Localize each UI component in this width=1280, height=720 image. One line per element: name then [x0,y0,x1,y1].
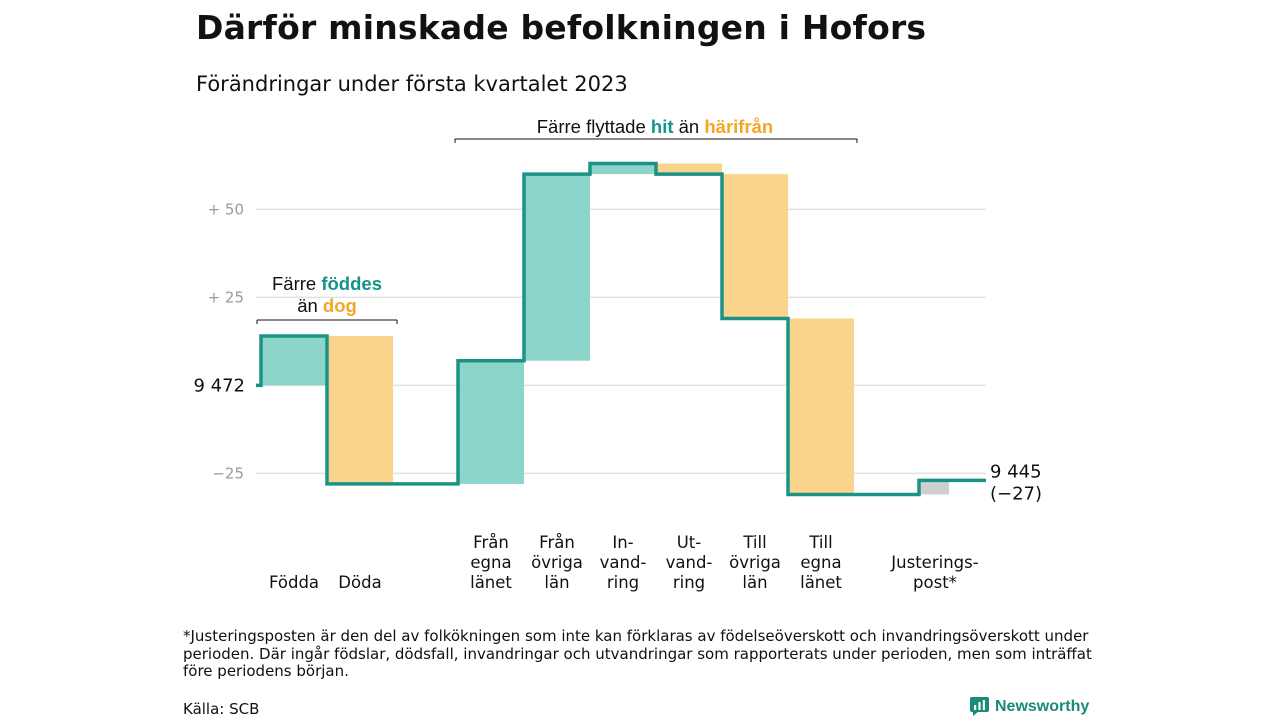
annotation-text-part: föddes [321,273,382,294]
category-label-line: länet [800,573,842,592]
bar [590,163,656,175]
annotation-text-part: härifrån [704,116,773,137]
category-label-line: Ut- [677,533,702,552]
category-label-line: övriga [531,553,583,572]
category-label-line: In- [612,533,633,552]
category-label: Från egna länet [470,533,512,592]
category-label-line: vand- [600,553,647,572]
source-note: Källa: SCB [183,700,260,718]
category-label: Döda [338,573,381,592]
bar [261,336,327,386]
end-value-label: 9 445 [990,461,1042,482]
running-total-path [256,161,986,497]
annotation-text-part: dog [323,295,357,316]
category-label-line: länet [470,573,512,592]
category-label-line: Från [539,533,575,552]
category-label-line: övriga [729,553,781,572]
annotation-moves: Färre flyttade hit än härifrån [537,116,774,137]
category-label-line: län [742,573,767,592]
category-label-line: egna [800,553,841,572]
category-label-line: ring [673,573,705,592]
annotation-text-part: Färre [272,273,321,294]
category-label-line: ring [607,573,639,592]
y-tick-label: + 50 [208,200,244,218]
start-value-label: 9 472 [193,375,245,396]
footnote: *Justeringsposten är den del av folkökni… [183,627,1092,680]
newsworthy-logo: Newsworthy [970,697,1089,716]
bar [656,163,722,175]
y-axis-ticks: + 50 + 25 −25 [208,200,244,482]
category-label-line: Födda [269,573,319,592]
category-label: Från övriga län [531,533,583,592]
chart-title: Därför minskade befolkningen i Hofors [196,8,927,47]
annotation-births-line2: än dog [297,295,357,316]
category-label-line: post* [913,573,957,592]
category-label: Till övriga län [729,533,781,592]
bar [524,174,590,361]
bar [722,174,788,319]
bar [327,336,393,484]
running-total-line [256,161,986,497]
bar [788,318,854,495]
category-label: Födda [269,573,319,592]
annotation-births-line1: Färre föddes [272,273,382,294]
category-label-line: Till [742,533,766,552]
category-label-line: vand- [666,553,713,572]
category-label: Till egna länet [800,533,842,592]
bars [261,163,949,495]
category-label: Ut-vand-ring [666,533,713,592]
end-change-label: (−27) [990,483,1042,504]
annotation-text-part: än [674,116,705,137]
category-label-line: län [544,573,569,592]
category-label: In-vand-ring [600,533,647,592]
category-label-line: Justerings- [890,553,978,572]
chart-subtitle: Förändringar under första kvartalet 2023 [196,72,628,96]
logo-text: Newsworthy [995,697,1090,715]
y-tick-label: −25 [212,464,244,482]
category-label-line: Döda [338,573,381,592]
category-label-line: egna [470,553,511,572]
y-tick-label: + 25 [208,288,244,306]
category-label-line: Till [808,533,832,552]
annotation-text-part: Färre flyttade [537,116,651,137]
bar [919,480,949,495]
annotation-text-part: än [297,295,323,316]
category-label-line: Från [473,533,509,552]
value-labels: 9 472 9 445(−27) [193,375,1042,504]
logo-chart-icon [970,697,989,716]
category-label: Justerings-post* [890,553,978,592]
annotation-text-part: hit [651,116,674,137]
bar [458,360,524,484]
